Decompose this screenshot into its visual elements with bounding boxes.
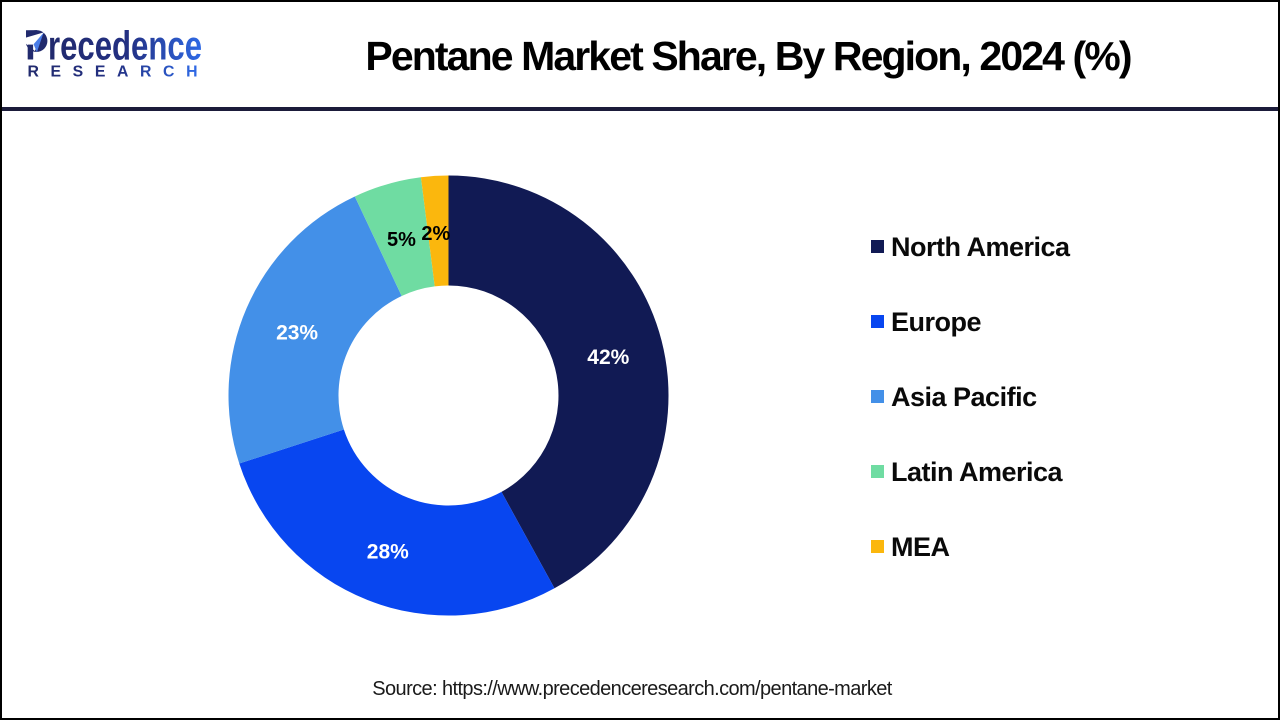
- svg-text:28%: 28%: [367, 540, 409, 563]
- svg-text:23%: 23%: [276, 321, 318, 344]
- svg-text:42%: 42%: [587, 346, 629, 369]
- svg-text:recedence: recedence: [48, 26, 202, 68]
- svg-text:2%: 2%: [421, 223, 450, 245]
- svg-text:5%: 5%: [387, 229, 416, 251]
